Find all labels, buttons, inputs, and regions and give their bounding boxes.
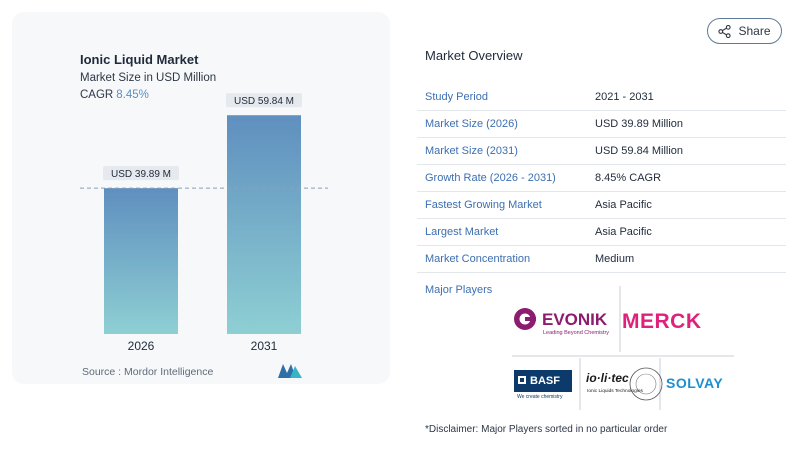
major-players-logos: EVONIK Leading Beyond Chemistry MERCK BA… [512, 286, 734, 410]
row-label: Market Size (2031) [425, 145, 518, 157]
overview-row: Market Concentration Medium [417, 246, 786, 273]
basf-name: BASF [530, 375, 560, 387]
overview-row: Study Period 2021 - 2031 [417, 84, 786, 111]
row-label: Market Concentration [425, 253, 531, 265]
overview-row: Market Size (2031) USD 59.84 Million [417, 138, 786, 165]
disclaimer: *Disclaimer: Major Players sorted in no … [425, 424, 668, 435]
cagr-line: CAGR 8.45% [80, 89, 149, 101]
row-label: Market Size (2026) [425, 118, 518, 130]
data-label: USD 39.89 M [111, 169, 171, 180]
bar-2026 [104, 188, 178, 334]
share-icon [718, 24, 732, 38]
source-text: Source : Mordor Intelligence [82, 366, 214, 378]
bar-chart: USD 39.89 M USD 59.84 M 2026 2031 [80, 93, 328, 353]
evonik-name: EVONIK [542, 310, 608, 329]
chart-subtitle: Market Size in USD Million [80, 72, 217, 84]
solvay-logo: SOLVAY [666, 375, 723, 391]
mordor-logo-icon [278, 364, 302, 378]
row-label: Largest Market [425, 226, 499, 238]
major-players-title: Major Players [425, 284, 493, 296]
basf-tagline: We create chemistry [517, 394, 563, 400]
basf-logo: BASF We create chemistry [514, 370, 572, 400]
overview-row: Fastest Growing Market Asia Pacific [417, 192, 786, 219]
evonik-tagline: Leading Beyond Chemistry [543, 330, 609, 336]
row-label: Study Period [425, 91, 488, 103]
row-value: USD 59.84 Million [595, 145, 684, 157]
solvay-name: SOLVAY [666, 375, 723, 391]
share-label: Share [738, 24, 771, 38]
overview-table: Study Period 2021 - 2031 Market Size (20… [417, 84, 786, 273]
data-label-bg [226, 93, 302, 108]
evonik-logo: EVONIK Leading Beyond Chemistry [514, 308, 609, 336]
row-value: Asia Pacific [595, 199, 652, 211]
row-value: USD 39.89 Million [595, 118, 684, 130]
x-tick-label: 2026 [128, 339, 155, 353]
row-value: 8.45% CAGR [595, 172, 662, 184]
chart-title: Ionic Liquid Market [80, 52, 199, 67]
row-value: 2021 - 2031 [595, 91, 654, 103]
data-label: USD 59.84 M [234, 96, 294, 107]
x-tick-label: 2031 [251, 339, 278, 353]
bar-2031 [227, 115, 301, 335]
row-value: Asia Pacific [595, 226, 652, 238]
overview-row: Largest Market Asia Pacific [417, 219, 786, 246]
share-button[interactable]: Share [707, 18, 782, 44]
row-label: Growth Rate (2026 - 2031) [425, 172, 556, 184]
row-value: Medium [595, 253, 635, 265]
merck-logo: MERCK [622, 310, 702, 333]
iolitec-tagline: Ionic Liquids Technologies [587, 388, 644, 394]
iolitec-name: io·li·tec [586, 371, 629, 385]
overview-title: Market Overview [425, 48, 523, 63]
overview-row: Growth Rate (2026 - 2031) 8.45% CAGR [417, 165, 786, 192]
overview-row: Market Size (2026) USD 39.89 Million [417, 111, 786, 138]
iolitec-logo: io·li·tec Ionic Liquids Technologies [586, 367, 663, 401]
row-label: Fastest Growing Market [425, 199, 542, 211]
data-label-bg [103, 166, 179, 181]
cagr-value: 8.45% [116, 89, 149, 101]
chart-card [12, 12, 390, 384]
merck-name: MERCK [622, 310, 702, 333]
cagr-label: CAGR [80, 89, 114, 101]
